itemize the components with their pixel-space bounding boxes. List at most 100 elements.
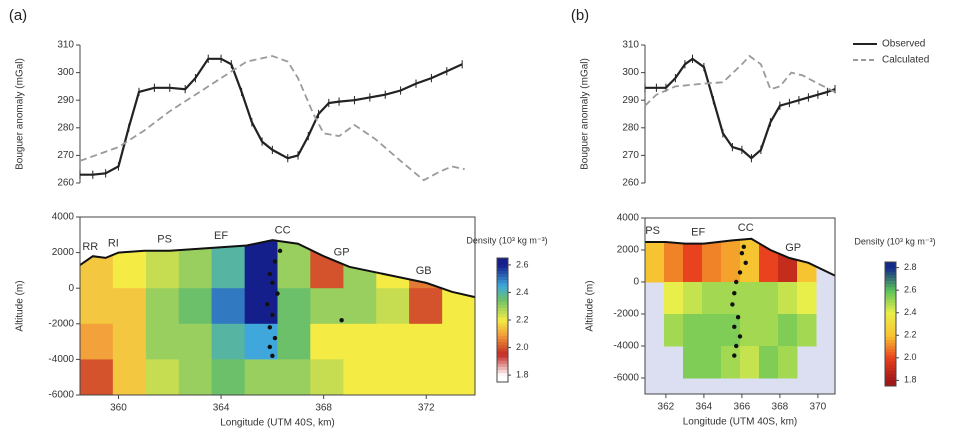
colorbar-swatch bbox=[885, 317, 896, 322]
y-tick-label: -6000 bbox=[613, 373, 639, 384]
seismic-event bbox=[735, 315, 741, 320]
seismic-event bbox=[270, 353, 275, 359]
station-label: EF bbox=[214, 230, 228, 242]
topography bbox=[645, 237, 836, 277]
colorbar-swatch bbox=[497, 304, 508, 308]
colorbar-swatch bbox=[497, 307, 508, 312]
x-tick-label: 360 bbox=[110, 403, 127, 414]
seismic-event bbox=[737, 334, 743, 339]
legend-label: Observed bbox=[882, 39, 925, 50]
x-tick-label: 368 bbox=[315, 403, 332, 414]
seismic-event bbox=[730, 302, 735, 307]
y-tick-label: 280 bbox=[57, 122, 74, 133]
seismic-event bbox=[732, 291, 737, 296]
colorbar-swatch bbox=[497, 320, 508, 324]
y-tick-label: 280 bbox=[622, 122, 639, 133]
y-tick-label: 4000 bbox=[617, 213, 640, 224]
seismic-event bbox=[737, 270, 743, 275]
density-cell bbox=[702, 237, 722, 283]
colorbar-swatch bbox=[885, 345, 896, 350]
y-axis-label: Bouguer anomaly (mGal) bbox=[580, 58, 591, 170]
density-cell bbox=[277, 288, 311, 325]
y-tick-label: -4000 bbox=[48, 354, 74, 365]
y-tick-label: -4000 bbox=[613, 341, 639, 352]
station-label: GP bbox=[334, 247, 350, 259]
panel-label: (a) bbox=[9, 7, 27, 24]
density-cell bbox=[740, 237, 760, 283]
colorbar-swatch bbox=[885, 364, 896, 368]
colorbar-swatch bbox=[885, 286, 896, 291]
density-cell bbox=[702, 314, 722, 347]
colorbar-swatch bbox=[497, 344, 508, 349]
density-cell bbox=[80, 288, 114, 325]
colorbar-swatch bbox=[497, 347, 508, 352]
colorbar-swatch bbox=[497, 323, 508, 327]
density-cell bbox=[740, 314, 760, 347]
colorbar-label: Density (10³ kg m⁻³) bbox=[854, 236, 935, 246]
series-line bbox=[79, 55, 465, 182]
colorbar-swatch bbox=[885, 308, 896, 312]
density-cell bbox=[145, 359, 180, 396]
colorbar-swatch bbox=[497, 273, 508, 277]
seismic-event bbox=[743, 260, 748, 265]
colorbar-swatch bbox=[885, 373, 896, 378]
density-cell bbox=[759, 282, 779, 315]
sky-mask bbox=[80, 217, 475, 298]
panel-label: (b) bbox=[571, 7, 589, 24]
colorbar-label: Density (10³ kg m⁻³) bbox=[466, 235, 547, 245]
y-axis-label: Altitude (m) bbox=[15, 280, 26, 331]
colorbar-frame bbox=[884, 261, 897, 387]
density-cell bbox=[310, 323, 344, 360]
density-cell bbox=[702, 282, 722, 315]
colorbar-swatch bbox=[497, 354, 508, 358]
seismic-event bbox=[270, 280, 275, 286]
colorbar-swatch bbox=[885, 299, 896, 303]
colorbar-swatch bbox=[885, 324, 896, 328]
station-label: RR bbox=[82, 241, 98, 253]
colorbar-swatch bbox=[497, 310, 508, 315]
series-line bbox=[645, 57, 836, 160]
seismic-event bbox=[275, 291, 280, 296]
density-cell bbox=[145, 323, 180, 360]
colorbar-swatch bbox=[497, 329, 508, 333]
density-cell bbox=[409, 359, 443, 396]
y-tick-label: 270 bbox=[622, 150, 639, 161]
density-cell bbox=[683, 282, 703, 315]
density-cell bbox=[442, 359, 476, 396]
colorbar-swatch bbox=[497, 335, 508, 339]
colorbar-tick-label: 2.0 bbox=[516, 342, 529, 352]
colorbar-swatch bbox=[885, 320, 896, 325]
colorbar-tick-label: 2.2 bbox=[904, 330, 917, 340]
seismic-event bbox=[739, 251, 745, 256]
y-tick-label: 290 bbox=[622, 95, 639, 106]
station-label: CC bbox=[738, 222, 754, 234]
colorbar-swatch bbox=[885, 274, 896, 278]
x-tick-label: 370 bbox=[810, 402, 827, 413]
legend-label: Calculated bbox=[882, 55, 929, 66]
density-cell bbox=[343, 288, 377, 325]
colorbar-swatch bbox=[885, 379, 896, 384]
colorbar-swatch bbox=[885, 289, 896, 294]
x-tick-label: 368 bbox=[772, 402, 789, 413]
density-cell bbox=[211, 323, 246, 360]
density-cell bbox=[409, 323, 443, 360]
seismic-event bbox=[277, 248, 283, 254]
colorbar-swatch bbox=[497, 351, 508, 355]
density-cell bbox=[244, 238, 278, 289]
density-cell bbox=[80, 359, 114, 396]
y-tick-label: 270 bbox=[57, 150, 74, 161]
colorbar-swatch bbox=[885, 333, 896, 337]
colorbar-swatch bbox=[885, 367, 896, 371]
station-label: GP bbox=[785, 242, 801, 254]
density-cell bbox=[702, 346, 722, 379]
colorbar-swatch bbox=[885, 355, 896, 359]
density-cell bbox=[80, 323, 114, 360]
y-tick-label: 0 bbox=[68, 283, 74, 294]
density-cell bbox=[178, 288, 213, 325]
density-cell bbox=[778, 346, 798, 379]
colorbar-swatch bbox=[885, 358, 896, 362]
colorbar-tick-label: 1.8 bbox=[904, 375, 917, 385]
density-cell bbox=[664, 314, 684, 347]
density-cell bbox=[211, 288, 246, 325]
